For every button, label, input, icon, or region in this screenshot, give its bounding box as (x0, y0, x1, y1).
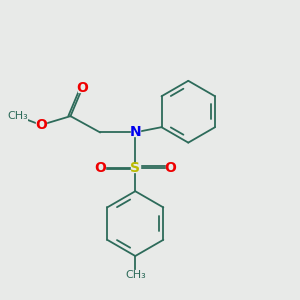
Text: O: O (76, 81, 88, 95)
Text: S: S (130, 161, 140, 175)
Text: CH₃: CH₃ (125, 270, 146, 280)
Bar (95, 164, 105, 172)
Bar (130, 128, 140, 136)
Bar (166, 164, 175, 172)
Text: CH₃: CH₃ (7, 111, 28, 121)
Bar (36, 121, 46, 129)
Text: O: O (35, 118, 47, 132)
Text: O: O (94, 161, 106, 175)
Text: O: O (165, 161, 176, 175)
Bar (78, 84, 87, 92)
Bar (130, 164, 140, 172)
Text: N: N (130, 125, 141, 139)
